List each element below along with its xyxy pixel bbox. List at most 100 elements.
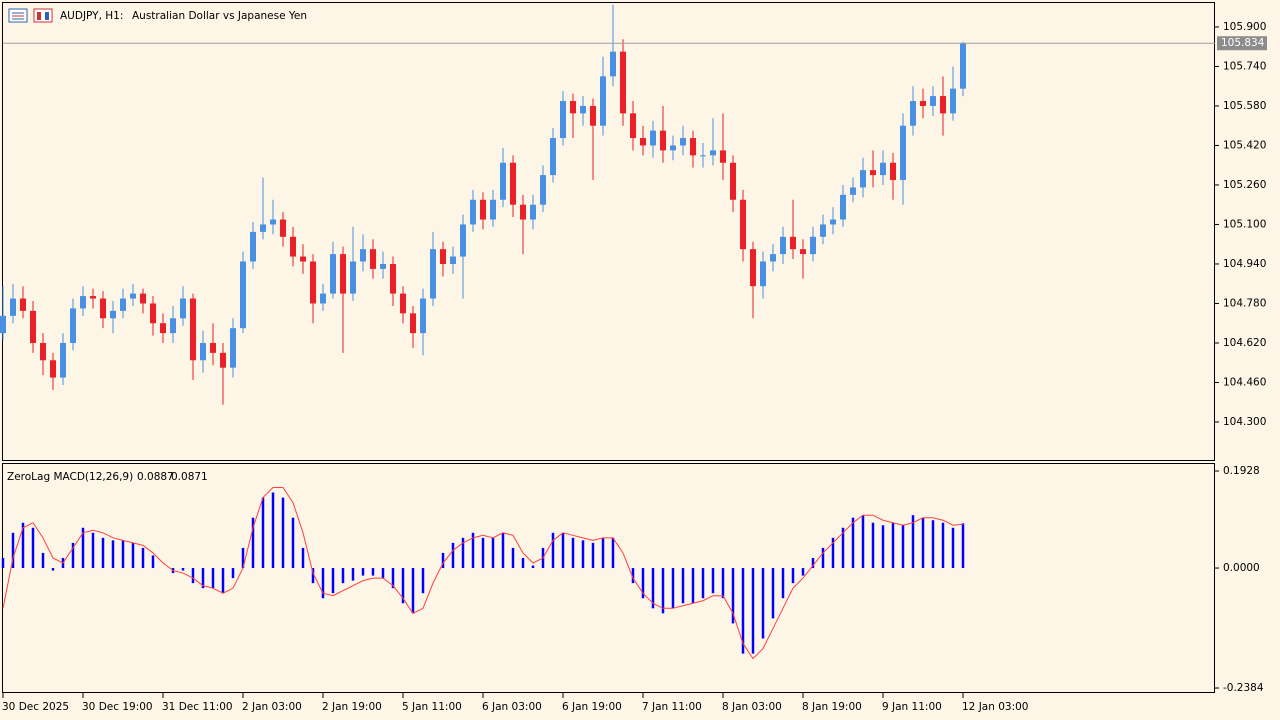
x-tick-label: 9 Jan 11:00 bbox=[882, 701, 942, 713]
y-tick-label: 0.0000 bbox=[1223, 562, 1260, 574]
candle-body bbox=[890, 162, 896, 181]
candle-body bbox=[100, 298, 106, 319]
candle-body bbox=[480, 199, 486, 220]
candle-body bbox=[530, 204, 536, 220]
candle-body bbox=[380, 263, 386, 269]
candle-body bbox=[490, 199, 496, 220]
candle-body bbox=[550, 138, 556, 176]
x-tick-label: 6 Jan 03:00 bbox=[482, 701, 542, 713]
x-tick-label: 2 Jan 19:00 bbox=[322, 701, 382, 713]
y-tick-label: 0.1928 bbox=[1223, 465, 1260, 477]
candle-body bbox=[510, 162, 516, 205]
candle-body bbox=[840, 194, 846, 220]
candle-body bbox=[110, 310, 116, 319]
y-tick-label: 104.300 bbox=[1223, 416, 1266, 428]
candle-body bbox=[660, 130, 666, 151]
candle-body bbox=[0, 315, 6, 334]
price-pane bbox=[2, 2, 1215, 461]
candle-body bbox=[400, 293, 406, 314]
indicator-pane bbox=[2, 463, 1215, 693]
candle-body bbox=[40, 342, 46, 361]
candle-body bbox=[130, 293, 136, 299]
candle-body bbox=[770, 254, 776, 262]
candle-body bbox=[410, 313, 416, 334]
current-price-label: 105.834 bbox=[1221, 37, 1265, 49]
candle-body bbox=[730, 162, 736, 200]
candle-body bbox=[870, 170, 876, 176]
candle-body bbox=[60, 342, 66, 378]
indicator-signal-value: 0.0871 bbox=[171, 471, 208, 483]
candle-body bbox=[170, 318, 176, 334]
candle-body bbox=[20, 298, 26, 311]
candle-body bbox=[240, 261, 246, 329]
candle-body bbox=[950, 88, 956, 114]
candle-body bbox=[740, 199, 746, 250]
candle-body bbox=[930, 96, 936, 106]
candle-body bbox=[360, 249, 366, 262]
candle-body bbox=[450, 256, 456, 264]
candle-body bbox=[520, 204, 526, 220]
candle-body bbox=[430, 249, 436, 299]
y-tick-label: 105.100 bbox=[1223, 218, 1266, 230]
current-price-box bbox=[1217, 36, 1267, 51]
candle-body bbox=[140, 293, 146, 304]
candle-body bbox=[830, 219, 836, 225]
candle-body bbox=[80, 296, 86, 309]
candle-body bbox=[690, 138, 696, 156]
candle-body bbox=[10, 298, 16, 316]
x-tick-label: 7 Jan 11:00 bbox=[642, 701, 702, 713]
chart-icon bbox=[8, 8, 53, 23]
y-tick-label: 105.740 bbox=[1223, 60, 1266, 72]
indicator-title: ZeroLag MACD(12,26,9) bbox=[7, 471, 133, 483]
x-tick-label: 30 Dec 2025 bbox=[2, 701, 69, 713]
candle-body bbox=[670, 145, 676, 151]
candle-body bbox=[790, 236, 796, 250]
candle-body bbox=[190, 298, 196, 361]
chart-title: Australian Dollar vs Japanese Yen bbox=[132, 10, 307, 22]
candle-body bbox=[470, 199, 476, 225]
candle-body bbox=[650, 130, 656, 146]
y-tick-label: 104.940 bbox=[1223, 258, 1266, 270]
candle-body bbox=[30, 310, 36, 343]
y-tick-label: 105.580 bbox=[1223, 100, 1266, 112]
candle-body bbox=[560, 101, 566, 139]
candle-body bbox=[580, 105, 586, 114]
candle-body bbox=[220, 352, 226, 368]
y-tick-label: 105.260 bbox=[1223, 179, 1266, 191]
candle-body bbox=[180, 298, 186, 319]
candle-body bbox=[310, 261, 316, 304]
candle-body bbox=[800, 249, 806, 255]
candle-body bbox=[760, 261, 766, 287]
candle-body bbox=[910, 101, 916, 126]
candle-body bbox=[940, 96, 946, 114]
candle-body bbox=[920, 101, 926, 106]
candle-body bbox=[50, 360, 56, 378]
signal-line bbox=[2, 487, 964, 660]
candle-body bbox=[630, 113, 636, 139]
symbol: AUDJPY, H1: bbox=[60, 10, 123, 22]
candle-body bbox=[900, 125, 906, 181]
x-tick-label: 31 Dec 11:00 bbox=[162, 701, 233, 713]
candle-body bbox=[750, 249, 756, 287]
x-tick-label: 5 Jan 11:00 bbox=[402, 701, 462, 713]
candle-body bbox=[290, 236, 296, 257]
x-tick-label: 2 Jan 03:00 bbox=[242, 701, 302, 713]
candle-body bbox=[880, 162, 886, 176]
y-tick-label: 104.780 bbox=[1223, 297, 1266, 309]
candle-body bbox=[640, 138, 646, 146]
candle-body bbox=[440, 249, 446, 264]
candle-body bbox=[320, 293, 326, 304]
candle-body bbox=[590, 105, 596, 126]
candle-body bbox=[330, 254, 336, 294]
candle-body bbox=[460, 224, 466, 257]
candle-body bbox=[570, 101, 576, 114]
candle-body bbox=[600, 76, 606, 126]
candle-body bbox=[820, 224, 826, 237]
candle-body bbox=[850, 187, 856, 195]
y-tick-label: 105.420 bbox=[1223, 139, 1266, 151]
candle-body bbox=[960, 43, 966, 89]
candle-body bbox=[610, 51, 616, 77]
candle-body bbox=[350, 261, 356, 294]
candle-body bbox=[700, 155, 706, 157]
y-tick-label: 104.460 bbox=[1223, 376, 1266, 388]
